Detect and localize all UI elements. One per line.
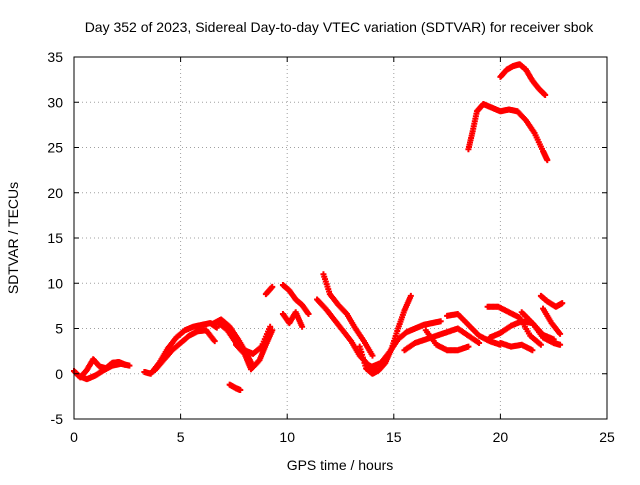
data-point [369,352,376,359]
series-track-v [518,309,564,348]
axis-ticks: 0 5 10 15 20 25 -5 0 5 10 15 20 25 30 35 [47,49,615,445]
data-point [211,338,218,345]
series-track-z [497,61,549,99]
data-point [542,92,549,99]
series-track-h [226,381,244,394]
data-point [476,339,483,346]
x-tick-label: 5 [177,429,185,445]
data-point [557,330,564,337]
data-point [407,292,414,299]
x-tick-label: 20 [493,429,509,445]
x-tick-label: 15 [386,429,402,445]
series-track-f [215,320,274,357]
x-tick-label: 0 [70,429,78,445]
x-tick-label: 25 [599,429,615,445]
data-points [71,61,566,394]
data-point [557,341,564,348]
series-track-b [75,360,133,383]
series-track-j [279,282,312,318]
series-track-w [537,292,566,310]
data-point [126,362,133,369]
grid [74,57,607,419]
series-track-u [497,339,536,354]
data-point [544,157,551,164]
y-tick-label: 30 [47,94,63,110]
data-point [529,347,536,354]
data-point [299,323,306,330]
data-point [269,327,276,334]
y-tick-label: 10 [47,275,63,291]
data-point [267,323,274,330]
series-track-d [152,327,218,374]
y-tick-label: 5 [55,321,63,337]
x-tick-label: 10 [279,429,295,445]
series-track-o [369,318,444,370]
series-track-x [540,305,564,337]
x-axis-label: GPS time / hours [287,457,394,473]
y-tick-label: 15 [47,230,63,246]
data-point [237,387,244,394]
data-point [305,311,312,318]
data-point [269,283,276,290]
series-track-i [262,283,276,298]
y-tick-label: 20 [47,185,63,201]
series-track-g [233,327,276,373]
chart-title: Day 352 of 2023, Sidereal Day-to-day VTE… [85,19,595,35]
series-track-k [279,309,306,330]
series-track-c [141,320,220,377]
data-point [437,318,444,325]
y-tick-label: 0 [55,366,63,382]
series-track-q [422,327,472,354]
data-point [537,341,544,348]
y-tick-label: -5 [51,411,64,427]
y-tick-label: 25 [47,140,63,156]
y-tick-label: 35 [47,49,63,65]
data-point [213,324,220,331]
data-point [559,300,566,307]
series-track-l [320,271,376,359]
data-point [465,343,472,350]
series-track-y [465,101,551,164]
y-axis-label: SDTVAR / TECUs [5,182,21,294]
